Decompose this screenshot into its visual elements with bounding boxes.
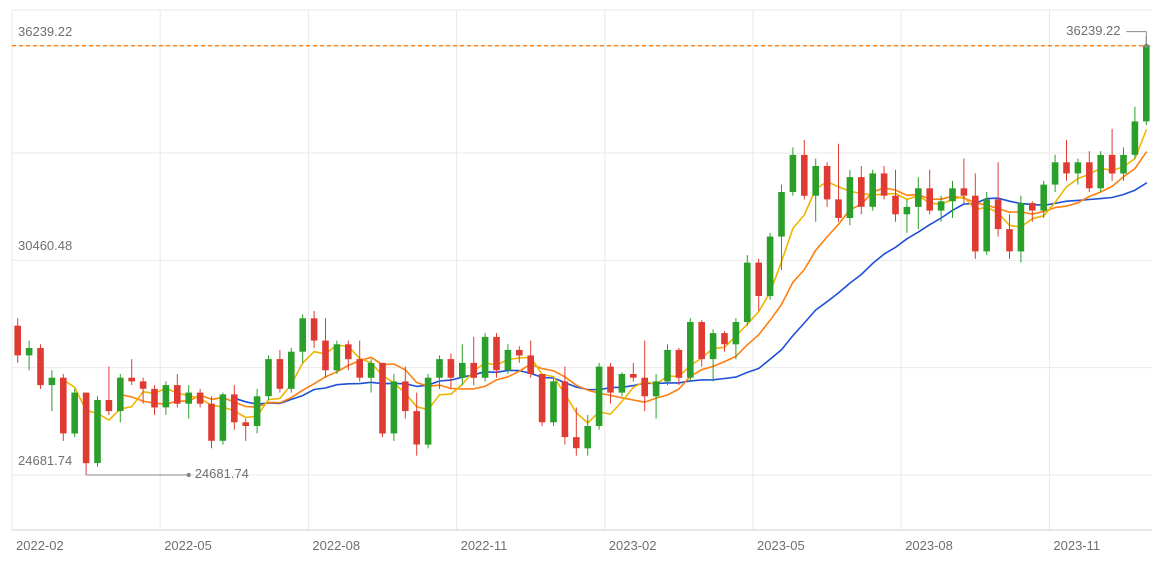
x-axis-label: 2022-02 [16, 538, 64, 553]
x-axis-label: 2023-05 [757, 538, 805, 553]
y-axis-label: 30460.48 [18, 238, 72, 253]
candlestick-chart[interactable]: 24681.74 36239.22 36239.22 30460.48 24681.74… [0, 0, 1164, 571]
y-axis-label: 36239.22 [18, 24, 72, 39]
x-axis-label: 2022-08 [312, 538, 360, 553]
x-axis-label: 2023-08 [905, 538, 953, 553]
high-annotation: 36239.22 [1066, 23, 1120, 38]
x-axis-label: 2022-11 [461, 538, 508, 553]
x-axis-label: 2023-02 [609, 538, 657, 553]
chart-canvas [0, 0, 1164, 571]
x-axis-label: 2023-11 [1053, 538, 1100, 553]
x-axis-label: 2022-05 [164, 538, 212, 553]
low-annotation: 24681.74 [195, 466, 249, 481]
y-axis-label: 24681.74 [18, 453, 72, 468]
